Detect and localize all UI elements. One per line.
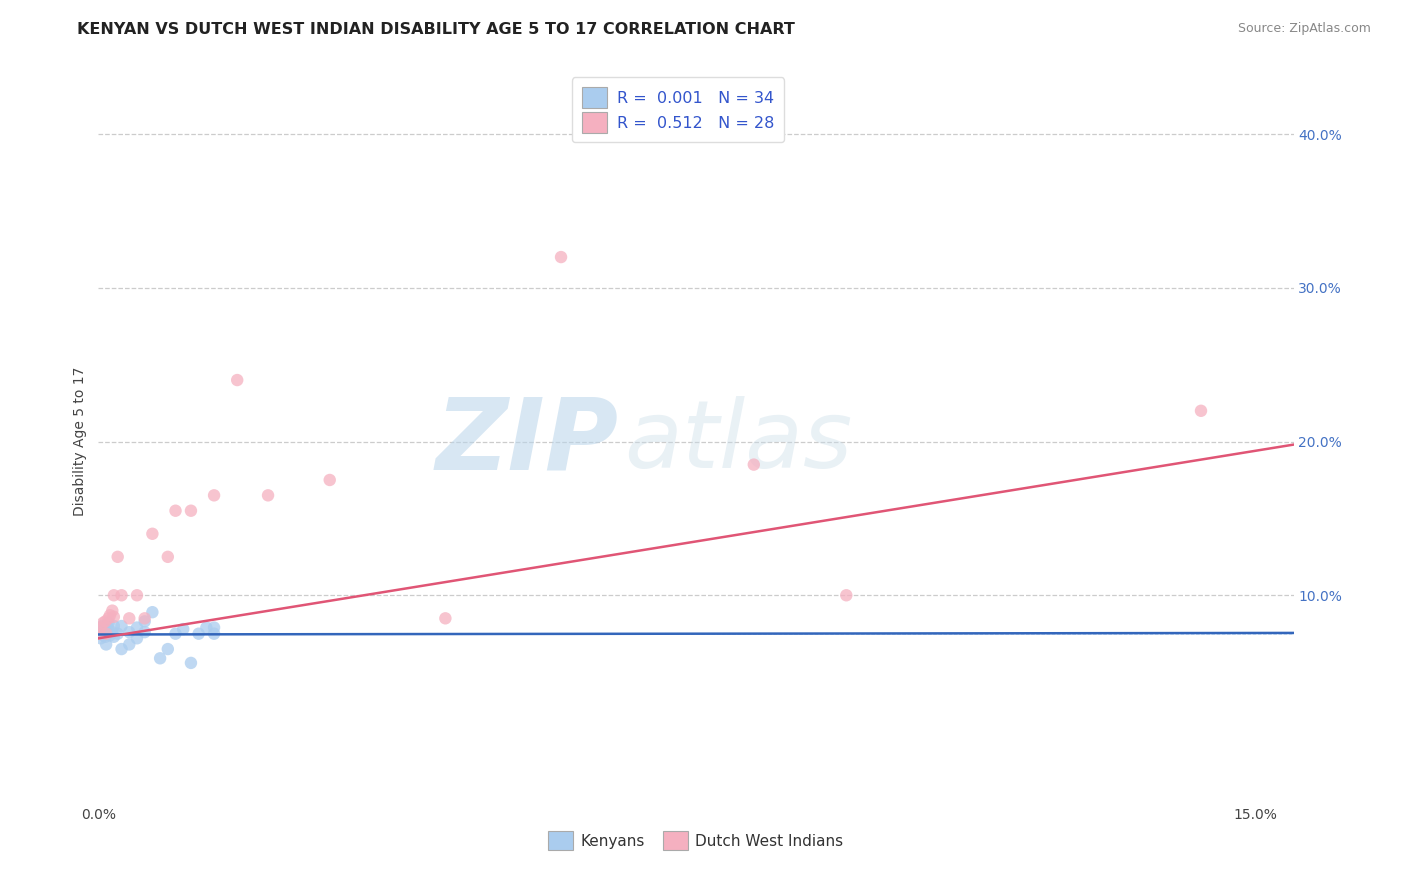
Point: [103, 619, 125, 633]
Point: [91, 628, 114, 642]
Point: [98, 628, 121, 642]
Point: [94, 625, 117, 640]
Point: [118, 625, 141, 640]
Point: [434, 611, 457, 625]
Point: [94, 626, 117, 640]
Point: [110, 588, 132, 602]
Point: [90, 621, 112, 635]
Point: [202, 488, 225, 502]
Point: [107, 626, 129, 640]
Point: [742, 458, 765, 472]
Point: [134, 625, 156, 640]
Point: [93, 622, 115, 636]
Point: [187, 626, 209, 640]
Point: [91, 615, 114, 630]
Point: [149, 651, 172, 665]
Point: [98, 608, 121, 623]
Point: [118, 611, 141, 625]
Point: [141, 605, 163, 619]
Point: [94, 637, 117, 651]
Point: [835, 588, 858, 602]
Point: [226, 373, 249, 387]
Point: [134, 611, 156, 625]
Point: [107, 549, 129, 564]
Point: [165, 504, 187, 518]
Point: [103, 630, 125, 644]
Point: [202, 621, 225, 635]
Point: [110, 619, 132, 633]
Point: [103, 588, 125, 602]
Point: [319, 473, 342, 487]
Point: [202, 626, 225, 640]
Point: [97, 621, 120, 635]
Point: [101, 604, 124, 618]
Point: [125, 621, 148, 635]
Point: [156, 642, 179, 657]
Point: [156, 549, 179, 564]
Point: [90, 632, 112, 646]
Point: [165, 626, 187, 640]
Point: [257, 488, 280, 502]
Point: [94, 615, 117, 629]
Point: [180, 656, 202, 670]
Point: [172, 622, 194, 636]
Point: [94, 630, 117, 644]
Point: [110, 642, 132, 657]
Point: [195, 621, 218, 635]
Point: [89, 626, 111, 640]
Point: [91, 619, 114, 633]
Text: ZIP: ZIP: [436, 393, 619, 490]
Text: atlas: atlas: [624, 396, 852, 487]
Point: [89, 626, 111, 640]
Point: [125, 588, 148, 602]
Text: KENYAN VS DUTCH WEST INDIAN DISABILITY AGE 5 TO 17 CORRELATION CHART: KENYAN VS DUTCH WEST INDIAN DISABILITY A…: [77, 22, 796, 37]
Text: Source: ZipAtlas.com: Source: ZipAtlas.com: [1237, 22, 1371, 36]
Point: [97, 615, 120, 630]
Point: [180, 504, 202, 518]
Legend: Kenyans, Dutch West Indians: Kenyans, Dutch West Indians: [543, 825, 849, 856]
Point: [118, 637, 141, 651]
Y-axis label: Disability Age 5 to 17: Disability Age 5 to 17: [73, 367, 87, 516]
Point: [550, 250, 572, 264]
Point: [1189, 404, 1212, 418]
Point: [134, 615, 156, 629]
Point: [93, 624, 115, 638]
Point: [97, 611, 120, 625]
Point: [103, 609, 125, 624]
Point: [101, 625, 124, 640]
Point: [125, 632, 148, 646]
Point: [141, 526, 163, 541]
